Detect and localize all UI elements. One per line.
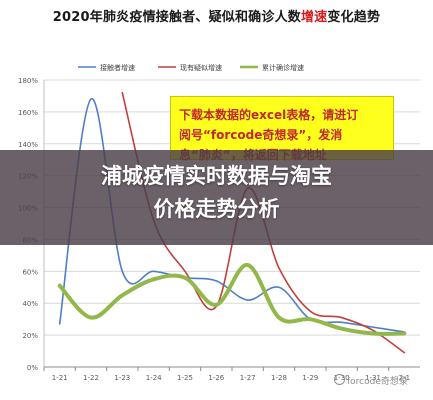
download-notice: 下载本数据的excel表格，请进订 阅号“forcode奇想录”，发消 息“肺炎… <box>170 96 394 162</box>
x-tick-label: 1-26 <box>208 374 224 382</box>
notice-line-2: 阅号“forcode奇想录”，发消 <box>179 128 343 142</box>
x-tick-label: 1-21 <box>52 374 68 382</box>
y-tick-label: 180% <box>18 77 38 85</box>
y-tick-label: 20% <box>22 332 38 340</box>
overlay-title-line-2: 价格走势分析 <box>153 197 280 221</box>
x-tick-label: 1-22 <box>83 374 99 382</box>
y-tick-label: 60% <box>22 268 38 276</box>
x-tick-label: 1-24 <box>146 374 162 382</box>
y-tick-label: 160% <box>18 109 38 117</box>
y-tick-label: 40% <box>22 300 38 308</box>
x-tick-label: 1-23 <box>114 374 130 382</box>
x-tick-label: 1-27 <box>240 374 256 382</box>
chart-title: 2020年肺炎疫情接触者、疑似和确诊人数增速变化趋势 <box>52 10 381 25</box>
y-tick-label: 140% <box>18 141 38 149</box>
watermark: forcode奇想录 <box>334 374 408 387</box>
overlay-title-line-1: 浦城疫情实时数据与淘宝 <box>101 164 332 188</box>
series-line-1 <box>58 98 406 333</box>
watermark-icon <box>334 374 345 385</box>
x-tick-label: 1-31 <box>365 374 381 382</box>
title-overlay: 浦城疫情实时数据与淘宝 价格走势分析 <box>0 150 433 245</box>
series-line-3 <box>57 262 407 336</box>
notice-line-1: 下载本数据的excel表格，请进订 <box>179 108 359 122</box>
legend-label-2: 现有疑似增速 <box>180 63 222 72</box>
x-tick-label: 1-29 <box>302 374 318 382</box>
legend-label-3: 累计确诊增速 <box>262 63 304 72</box>
watermark-text: forcode奇想录 <box>347 377 408 387</box>
x-tick-label: 1-25 <box>177 374 193 382</box>
overlay-title: 浦城疫情实时数据与淘宝 价格走势分析 <box>0 160 433 226</box>
y-tick-label: 0% <box>27 364 38 372</box>
legend-label-1: 接触者增速 <box>100 63 135 72</box>
x-tick-label: 2-1 <box>399 374 410 382</box>
x-tick-label: 1-28 <box>271 374 287 382</box>
